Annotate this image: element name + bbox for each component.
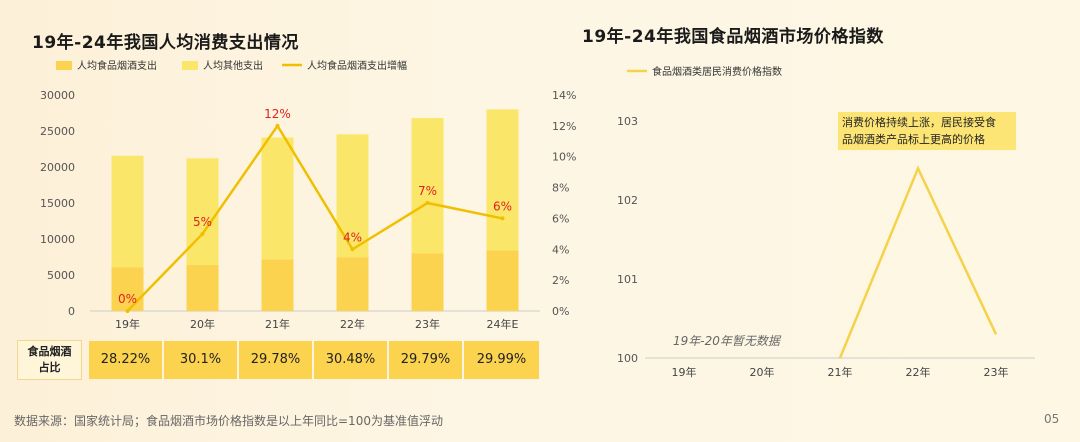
x-tick-label: 21年: [265, 317, 290, 331]
right-x-tick-label: 20年: [750, 365, 775, 379]
y-right-tick-label: 0%: [552, 305, 569, 318]
growth-point-4: [425, 201, 430, 205]
growth-data-label: 5%: [193, 215, 212, 229]
right-y-tick-label: 100: [617, 352, 638, 365]
x-tick-label: 23年: [415, 317, 440, 331]
left-chart-title: 19年-24年我国人均消费支出情况: [32, 33, 299, 53]
x-tick-label: 20年: [190, 317, 215, 331]
price-annotation: 消费价格持续上涨，居民接受食 品烟酒类产品标上更高的价格: [838, 112, 1016, 150]
price-index-line: [838, 165, 998, 359]
right-chart-title: 19年-24年我国食品烟酒市场价格指数: [582, 27, 884, 47]
growth-point-3: [350, 247, 355, 252]
data-source: 数据来源：国家统计局；食品烟酒市场价格指数是以上年同比=100为基准值浮动: [14, 414, 443, 428]
legend-label-price: 食品烟酒类居民消费价格指数: [652, 65, 782, 78]
bar-other-2: [261, 137, 294, 260]
bar-food-3: [336, 257, 369, 311]
y-right-tick-label: 6%: [552, 212, 569, 225]
y-right-tick-label: 4%: [552, 243, 569, 256]
y-left-tick-label: 10000: [40, 233, 75, 246]
annotation-line2: 品烟酒类产品标上更高的价格: [842, 133, 985, 146]
bar-food-2: [261, 259, 294, 311]
share-cell-21: 29.78%: [239, 341, 312, 379]
growth-data-label: 12%: [264, 107, 291, 121]
share-cell-22: 30.48%: [314, 341, 387, 379]
right-y-tick-label: 101: [617, 273, 638, 286]
y-right-tick-label: 14%: [552, 89, 576, 102]
legend-swatch-other: [182, 61, 198, 70]
page-number: 05: [1044, 412, 1060, 426]
annotation-line1: 消费价格持续上涨，居民接受食: [842, 116, 996, 129]
bar-other-0: [111, 155, 144, 268]
bar-food-4: [411, 253, 444, 311]
table-row-label: 食品烟酒 占比: [17, 340, 82, 380]
bar-food-1: [186, 264, 219, 311]
growth-point-2: [275, 123, 280, 128]
legend-label-other: 人均其他支出: [203, 59, 263, 72]
legend-label-food: 人均食品烟酒支出: [77, 59, 157, 72]
table-label-line2: 占比: [38, 361, 61, 374]
x-tick-label: 22年: [340, 317, 365, 331]
right-y-tick-label: 103: [617, 115, 638, 128]
y-right-tick-label: 2%: [552, 274, 569, 287]
y-left-tick-label: 25000: [40, 125, 75, 138]
y-left-tick-label: 0: [68, 305, 75, 318]
bar-other-1: [186, 158, 219, 265]
y-right-tick-label: 10%: [552, 151, 576, 164]
right-x-tick-label: 19年: [672, 365, 697, 379]
growth-data-label: 4%: [343, 230, 362, 244]
y-right-tick-label: 8%: [552, 182, 569, 195]
legend-label-growth: 人均食品烟酒支出增幅: [307, 59, 407, 72]
bar-other-3: [336, 134, 369, 258]
x-tick-label: 19年: [115, 317, 140, 331]
growth-data-label: 6%: [493, 199, 512, 213]
y-left-tick-label: 20000: [40, 161, 75, 174]
y-left-tick-label: 30000: [40, 89, 75, 102]
growth-point-5: [500, 216, 505, 221]
share-cell-23: 29.79%: [389, 341, 462, 379]
y-left-tick-label: 5000: [47, 269, 75, 282]
y-right-tick-label: 12%: [552, 120, 576, 133]
legend-swatch-food: [56, 61, 72, 70]
right-y-tick-label: 102: [617, 194, 638, 207]
share-cell-19: 28.22%: [89, 341, 162, 379]
right-x-tick-label: 23年: [984, 365, 1009, 379]
bar-other-5: [486, 109, 519, 251]
x-tick-label: 24年E: [487, 317, 519, 331]
bar-food-5: [486, 250, 519, 311]
bar-other-4: [411, 118, 444, 254]
growth-point-1: [200, 231, 205, 236]
no-data-note: 19年-20年暂无数据: [673, 334, 780, 348]
y-left-tick-label: 15000: [40, 197, 75, 210]
growth-data-label: 0%: [118, 292, 137, 306]
table-label-line1: 食品烟酒: [27, 345, 72, 358]
right-x-tick-label: 22年: [906, 365, 931, 379]
growth-data-label: 7%: [418, 184, 437, 198]
right-x-tick-label: 21年: [828, 365, 853, 379]
bar-food-0: [111, 267, 144, 311]
growth-line: [126, 123, 503, 312]
growth-point-0: [125, 309, 130, 313]
share-cell-20: 30.1%: [164, 341, 237, 379]
share-cell-24: 29.99%: [464, 341, 539, 379]
